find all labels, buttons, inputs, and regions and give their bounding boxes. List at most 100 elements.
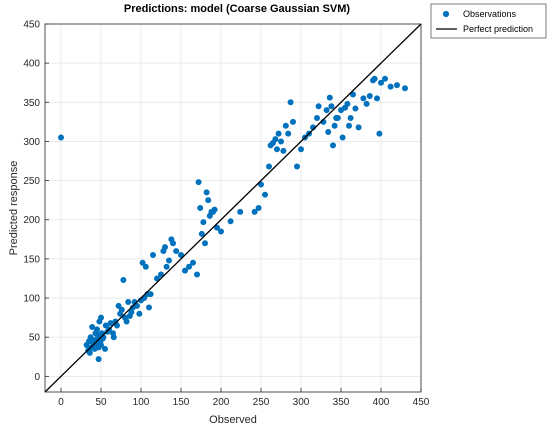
observation-point bbox=[197, 204, 204, 211]
observation-point bbox=[261, 191, 268, 198]
observation-point bbox=[285, 130, 292, 137]
observation-point bbox=[363, 100, 370, 107]
y-tick-label: 450 bbox=[23, 20, 40, 31]
legend-label-observations: Observations bbox=[463, 9, 517, 19]
observation-point bbox=[328, 103, 335, 110]
observation-point bbox=[173, 248, 180, 255]
observation-point bbox=[133, 302, 140, 309]
chart-title: Predictions: model (Coarse Gaussian SVM) bbox=[124, 3, 351, 15]
observation-point bbox=[345, 122, 352, 129]
observation-point bbox=[373, 95, 380, 102]
observation-point bbox=[165, 257, 172, 264]
observation-point bbox=[323, 107, 330, 114]
observation-point bbox=[381, 75, 388, 82]
observation-point bbox=[371, 75, 378, 82]
observation-point bbox=[217, 228, 224, 235]
observation-point bbox=[257, 181, 264, 188]
x-tick-label: 50 bbox=[95, 397, 107, 408]
observation-point bbox=[123, 318, 130, 325]
observation-point bbox=[139, 259, 146, 266]
observation-point bbox=[189, 259, 196, 266]
x-tick-label: 250 bbox=[253, 397, 270, 408]
x-tick-label: 350 bbox=[333, 397, 350, 408]
y-tick-label: 400 bbox=[23, 59, 40, 70]
observation-point bbox=[181, 267, 188, 274]
observation-point bbox=[272, 136, 279, 143]
observation-point bbox=[136, 310, 143, 317]
observation-point bbox=[255, 204, 262, 211]
x-tick-label: 300 bbox=[293, 397, 310, 408]
legend-marker-observations bbox=[442, 10, 450, 18]
observation-point bbox=[98, 342, 105, 349]
x-tick-label: 100 bbox=[133, 397, 150, 408]
observation-point bbox=[142, 263, 149, 270]
observation-point bbox=[352, 105, 359, 112]
observation-point bbox=[118, 306, 125, 313]
observation-point bbox=[293, 163, 300, 170]
observation-point bbox=[329, 142, 336, 149]
observation-point bbox=[149, 251, 156, 258]
observation-point bbox=[289, 118, 296, 125]
observation-point bbox=[102, 345, 109, 352]
observation-point bbox=[277, 138, 284, 145]
observation-point bbox=[339, 134, 346, 141]
observation-point bbox=[95, 356, 102, 363]
observation-point bbox=[161, 244, 168, 251]
observation-point bbox=[401, 85, 408, 92]
observation-point bbox=[157, 271, 164, 278]
observation-point bbox=[203, 189, 210, 196]
y-tick-label: 350 bbox=[23, 98, 40, 109]
x-tick-label: 150 bbox=[173, 397, 190, 408]
observation-point bbox=[227, 218, 234, 225]
observation-point bbox=[347, 114, 354, 121]
observation-point bbox=[237, 208, 244, 215]
legend-box bbox=[430, 3, 547, 39]
observation-point bbox=[114, 322, 121, 329]
observation-point bbox=[325, 129, 332, 136]
plot-area: 0 50 100 150 200 250 300 350 400 450 0 50 100 150 200… bbox=[23, 20, 429, 409]
observation-point bbox=[331, 122, 338, 129]
observation-point bbox=[110, 334, 117, 341]
observation-point bbox=[313, 114, 320, 121]
observation-point bbox=[169, 240, 176, 247]
observation-point bbox=[334, 114, 341, 121]
observation-point bbox=[102, 322, 109, 329]
observation-point bbox=[287, 99, 294, 106]
observation-point bbox=[376, 130, 383, 137]
observation-point bbox=[282, 122, 289, 129]
observation-point bbox=[349, 91, 356, 98]
observation-point bbox=[89, 324, 96, 331]
observation-point bbox=[153, 275, 160, 282]
observation-point bbox=[211, 206, 218, 213]
y-axis-label: Predicted response bbox=[8, 161, 20, 256]
observation-point bbox=[275, 130, 282, 137]
observation-point bbox=[177, 251, 184, 258]
observation-point bbox=[393, 82, 400, 89]
x-axis-ticks: 0 50 100 150 200 250 300 350 400 450 bbox=[58, 388, 430, 408]
observation-point bbox=[344, 100, 351, 107]
observation-point bbox=[251, 208, 258, 215]
y-tick-label: 200 bbox=[23, 215, 40, 226]
legend-label-perfect-prediction: Perfect prediction bbox=[463, 24, 533, 34]
observation-point bbox=[115, 302, 122, 309]
reference-line-group bbox=[44, 23, 422, 393]
perfect-prediction-line bbox=[44, 23, 422, 393]
x-tick-label: 0 bbox=[58, 397, 64, 408]
y-tick-label: 250 bbox=[23, 176, 40, 187]
observation-point bbox=[86, 349, 93, 356]
observation-point bbox=[120, 277, 127, 284]
observation-point bbox=[94, 326, 101, 333]
observation-point bbox=[205, 197, 212, 204]
x-axis-label: Observed bbox=[209, 414, 257, 426]
plot-frame bbox=[44, 23, 422, 393]
observation-point bbox=[98, 314, 105, 321]
observation-point bbox=[387, 83, 394, 90]
y-tick-label: 0 bbox=[34, 372, 40, 383]
observation-point bbox=[125, 298, 132, 305]
observation-point bbox=[315, 103, 322, 110]
observation-point bbox=[147, 291, 154, 298]
observation-point bbox=[163, 263, 170, 270]
y-tick-label: 100 bbox=[23, 294, 40, 305]
observation-point bbox=[213, 224, 220, 231]
observation-point bbox=[326, 94, 333, 101]
